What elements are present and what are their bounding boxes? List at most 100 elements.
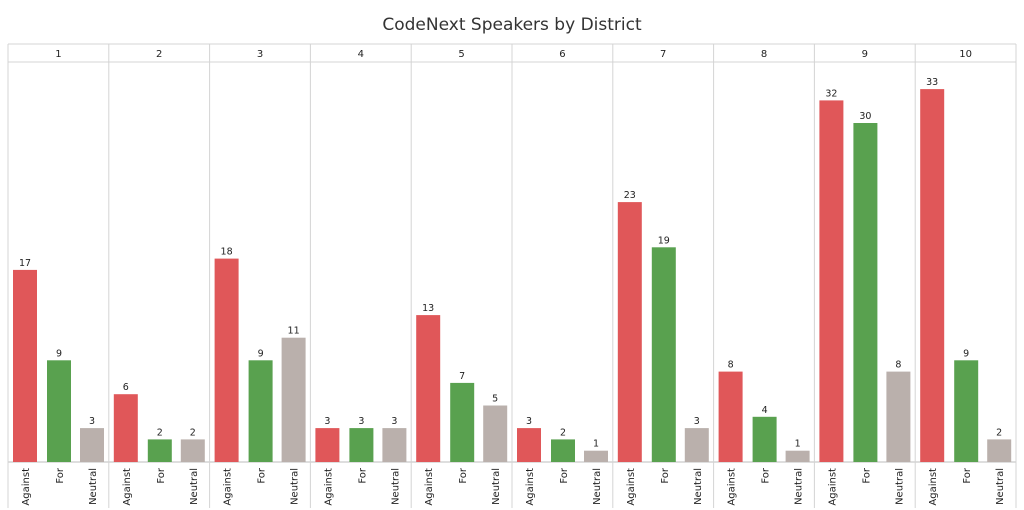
- bar-against: [13, 269, 37, 462]
- panel-label: 5: [458, 49, 464, 60]
- category-label: Neutral: [995, 468, 1006, 505]
- panel-district-5: 5 13 Against 7 For 5 Neutral: [416, 49, 508, 506]
- bar-neutral: [886, 371, 911, 462]
- value-label: 9: [963, 348, 969, 359]
- value-label: 19: [658, 235, 670, 246]
- panel-district-8: 8 8 Against 4 For 1 Neutral: [718, 49, 810, 506]
- category-label: For: [357, 467, 368, 484]
- value-label: 17: [19, 258, 31, 269]
- panel-district-4: 4 3 Against 3 For 3 Neutral: [315, 49, 407, 506]
- bar-for: [954, 360, 979, 462]
- bar-against: [517, 428, 541, 462]
- value-label: 18: [221, 247, 233, 258]
- value-label: 30: [859, 111, 871, 122]
- category-label: Against: [21, 468, 32, 506]
- value-label: 1: [795, 439, 801, 450]
- value-label: 3: [391, 416, 397, 427]
- category-label: For: [257, 467, 268, 484]
- panel-district-2: 2 6 Against 2 For 2 Neutral: [113, 49, 205, 506]
- value-label: 2: [560, 427, 566, 438]
- category-label: Neutral: [88, 468, 99, 505]
- bar-neutral: [80, 428, 104, 462]
- value-label: 2: [996, 427, 1002, 438]
- value-label: 32: [825, 88, 837, 99]
- value-label: 2: [157, 427, 163, 438]
- value-label: 3: [358, 416, 364, 427]
- panel-label: 4: [358, 49, 364, 60]
- category-label: Against: [223, 468, 234, 506]
- category-label: For: [55, 467, 66, 484]
- value-label: 6: [123, 382, 129, 393]
- panel-label: 8: [761, 49, 767, 60]
- panel-district-7: 7 23 Against 19 For 3 Neutral: [617, 49, 709, 506]
- panel-label: 9: [862, 49, 868, 60]
- bar-neutral: [785, 450, 810, 462]
- category-label: Neutral: [592, 468, 603, 505]
- bar-against: [718, 371, 743, 462]
- bar-neutral: [180, 439, 205, 462]
- bar-neutral: [483, 405, 508, 462]
- bar-for: [853, 123, 878, 462]
- value-label: 7: [459, 371, 465, 382]
- value-label: 2: [190, 427, 196, 438]
- value-label: 9: [56, 348, 62, 359]
- value-label: 8: [728, 360, 734, 371]
- category-label: Neutral: [894, 468, 905, 505]
- panel-district-3: 3 18 Against 9 For 11 Neutral: [214, 49, 306, 506]
- panel-label: 7: [660, 49, 666, 60]
- bar-for: [47, 360, 71, 462]
- bar-against: [920, 89, 945, 462]
- value-label: 5: [492, 394, 498, 405]
- bar-for: [147, 439, 172, 462]
- value-label: 9: [258, 348, 264, 359]
- category-label: For: [559, 467, 570, 484]
- panel-label: 6: [559, 49, 565, 60]
- value-label: 33: [926, 77, 938, 88]
- panel-label: 10: [959, 49, 972, 60]
- category-label: For: [962, 467, 973, 484]
- category-label: Neutral: [390, 468, 401, 505]
- panel-district-1: 1 17 Against 9 For 3 Neutral: [13, 49, 104, 506]
- category-label: Against: [626, 468, 637, 506]
- value-label: 8: [895, 360, 901, 371]
- chart-frame: [7, 43, 1017, 508]
- bar-against: [315, 428, 340, 462]
- bar-for: [450, 382, 475, 462]
- category-label: For: [458, 467, 469, 484]
- value-label: 13: [422, 303, 434, 314]
- bar-neutral: [281, 337, 306, 462]
- category-label: Neutral: [794, 468, 805, 505]
- bar-against: [617, 202, 642, 462]
- bar-neutral: [684, 428, 709, 462]
- category-label: Neutral: [189, 468, 200, 505]
- category-label: For: [761, 467, 772, 484]
- bar-for: [752, 416, 777, 462]
- bar-against: [113, 394, 138, 462]
- bar-for: [551, 439, 575, 462]
- category-label: Against: [928, 468, 939, 506]
- category-label: Against: [122, 468, 133, 506]
- panel-label: 2: [156, 49, 162, 60]
- panels: 117Against9For3Neutral26Against2For2Neut…: [13, 49, 1012, 506]
- bar-for: [651, 247, 676, 462]
- category-label: For: [156, 467, 167, 484]
- bar-for: [349, 428, 374, 462]
- value-label: 3: [526, 416, 532, 427]
- value-label: 3: [324, 416, 330, 427]
- panel-district-6: 6 3 Against 2 For 1 Neutral: [517, 49, 608, 506]
- bar-neutral: [987, 439, 1012, 462]
- category-label: Neutral: [491, 468, 502, 505]
- bar-for: [248, 360, 273, 462]
- category-label: Neutral: [693, 468, 704, 505]
- chart-title: CodeNext Speakers by District: [382, 15, 642, 35]
- category-label: Against: [323, 468, 334, 506]
- value-label: 1: [593, 439, 599, 450]
- panel-district-10: 10 33 Against 9 For 2 Neutral: [920, 49, 1012, 506]
- bar-against: [416, 315, 441, 462]
- value-label: 3: [89, 416, 95, 427]
- category-label: Against: [727, 468, 738, 506]
- value-label: 4: [762, 405, 768, 416]
- category-label: Against: [424, 468, 435, 506]
- category-label: Neutral: [290, 468, 301, 505]
